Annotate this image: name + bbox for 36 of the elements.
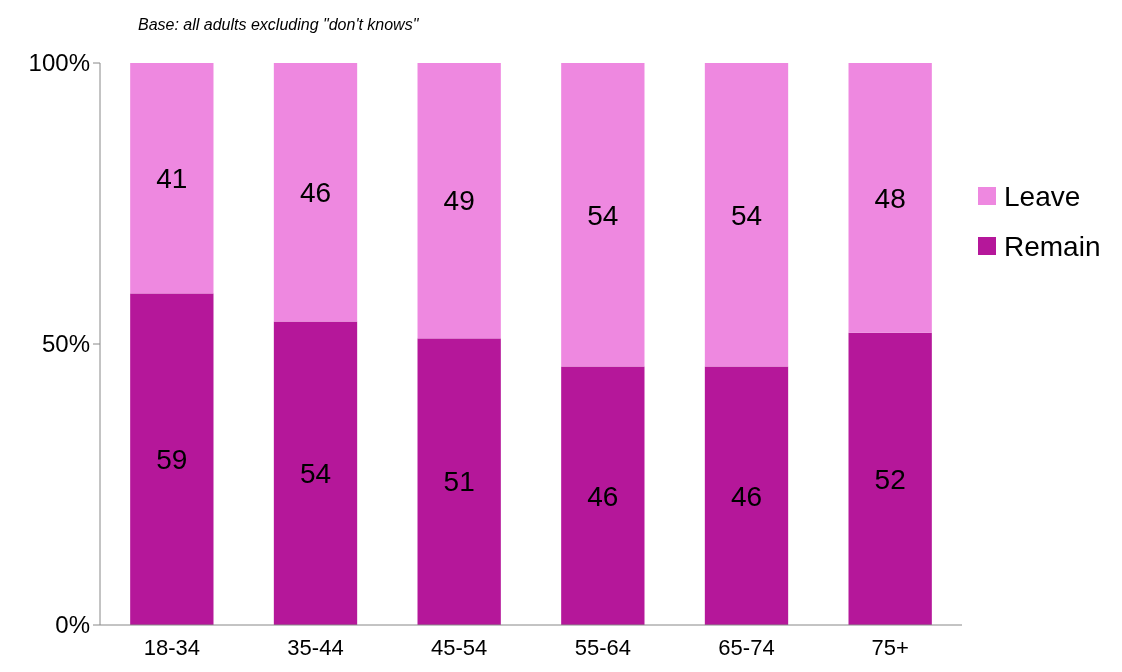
legend-label: Remain <box>1004 230 1101 262</box>
data-label: 52 <box>874 463 906 495</box>
data-label: 59 <box>156 444 188 476</box>
legend-label: Leave <box>1004 180 1081 212</box>
y-tick-label: 50% <box>41 330 90 358</box>
y-tick-label: 100% <box>28 49 90 77</box>
bar <box>561 366 645 625</box>
bar <box>848 63 932 333</box>
bar <box>130 63 214 294</box>
y-tick-label: 0% <box>55 611 90 639</box>
data-label: 46 <box>730 480 763 512</box>
data-label: 54 <box>299 458 332 490</box>
bar <box>561 63 645 367</box>
x-tick-label: 65-74 <box>718 635 775 660</box>
data-label: 49 <box>443 185 475 217</box>
data-label: 48 <box>874 182 906 214</box>
x-tick-label: 45-54 <box>431 635 488 660</box>
x-tick-label: 35-44 <box>287 635 344 660</box>
bar <box>848 332 932 625</box>
data-label: 46 <box>587 480 619 512</box>
bar <box>704 63 789 367</box>
bar <box>273 321 358 625</box>
bar <box>417 338 501 625</box>
bar <box>704 366 789 625</box>
data-label: 46 <box>299 177 332 209</box>
bar <box>130 293 214 625</box>
bar <box>417 63 501 339</box>
x-tick-label: 75+ <box>871 635 909 660</box>
data-label: 54 <box>587 199 619 231</box>
chart-subtitle: Base: all adults excluding "don't knows" <box>138 16 420 33</box>
data-label: 54 <box>730 199 763 231</box>
bar <box>273 63 358 322</box>
data-label: 51 <box>443 466 475 498</box>
x-tick-label: 18-34 <box>143 635 200 660</box>
data-label: 41 <box>156 163 188 195</box>
x-tick-label: 55-64 <box>574 635 631 660</box>
